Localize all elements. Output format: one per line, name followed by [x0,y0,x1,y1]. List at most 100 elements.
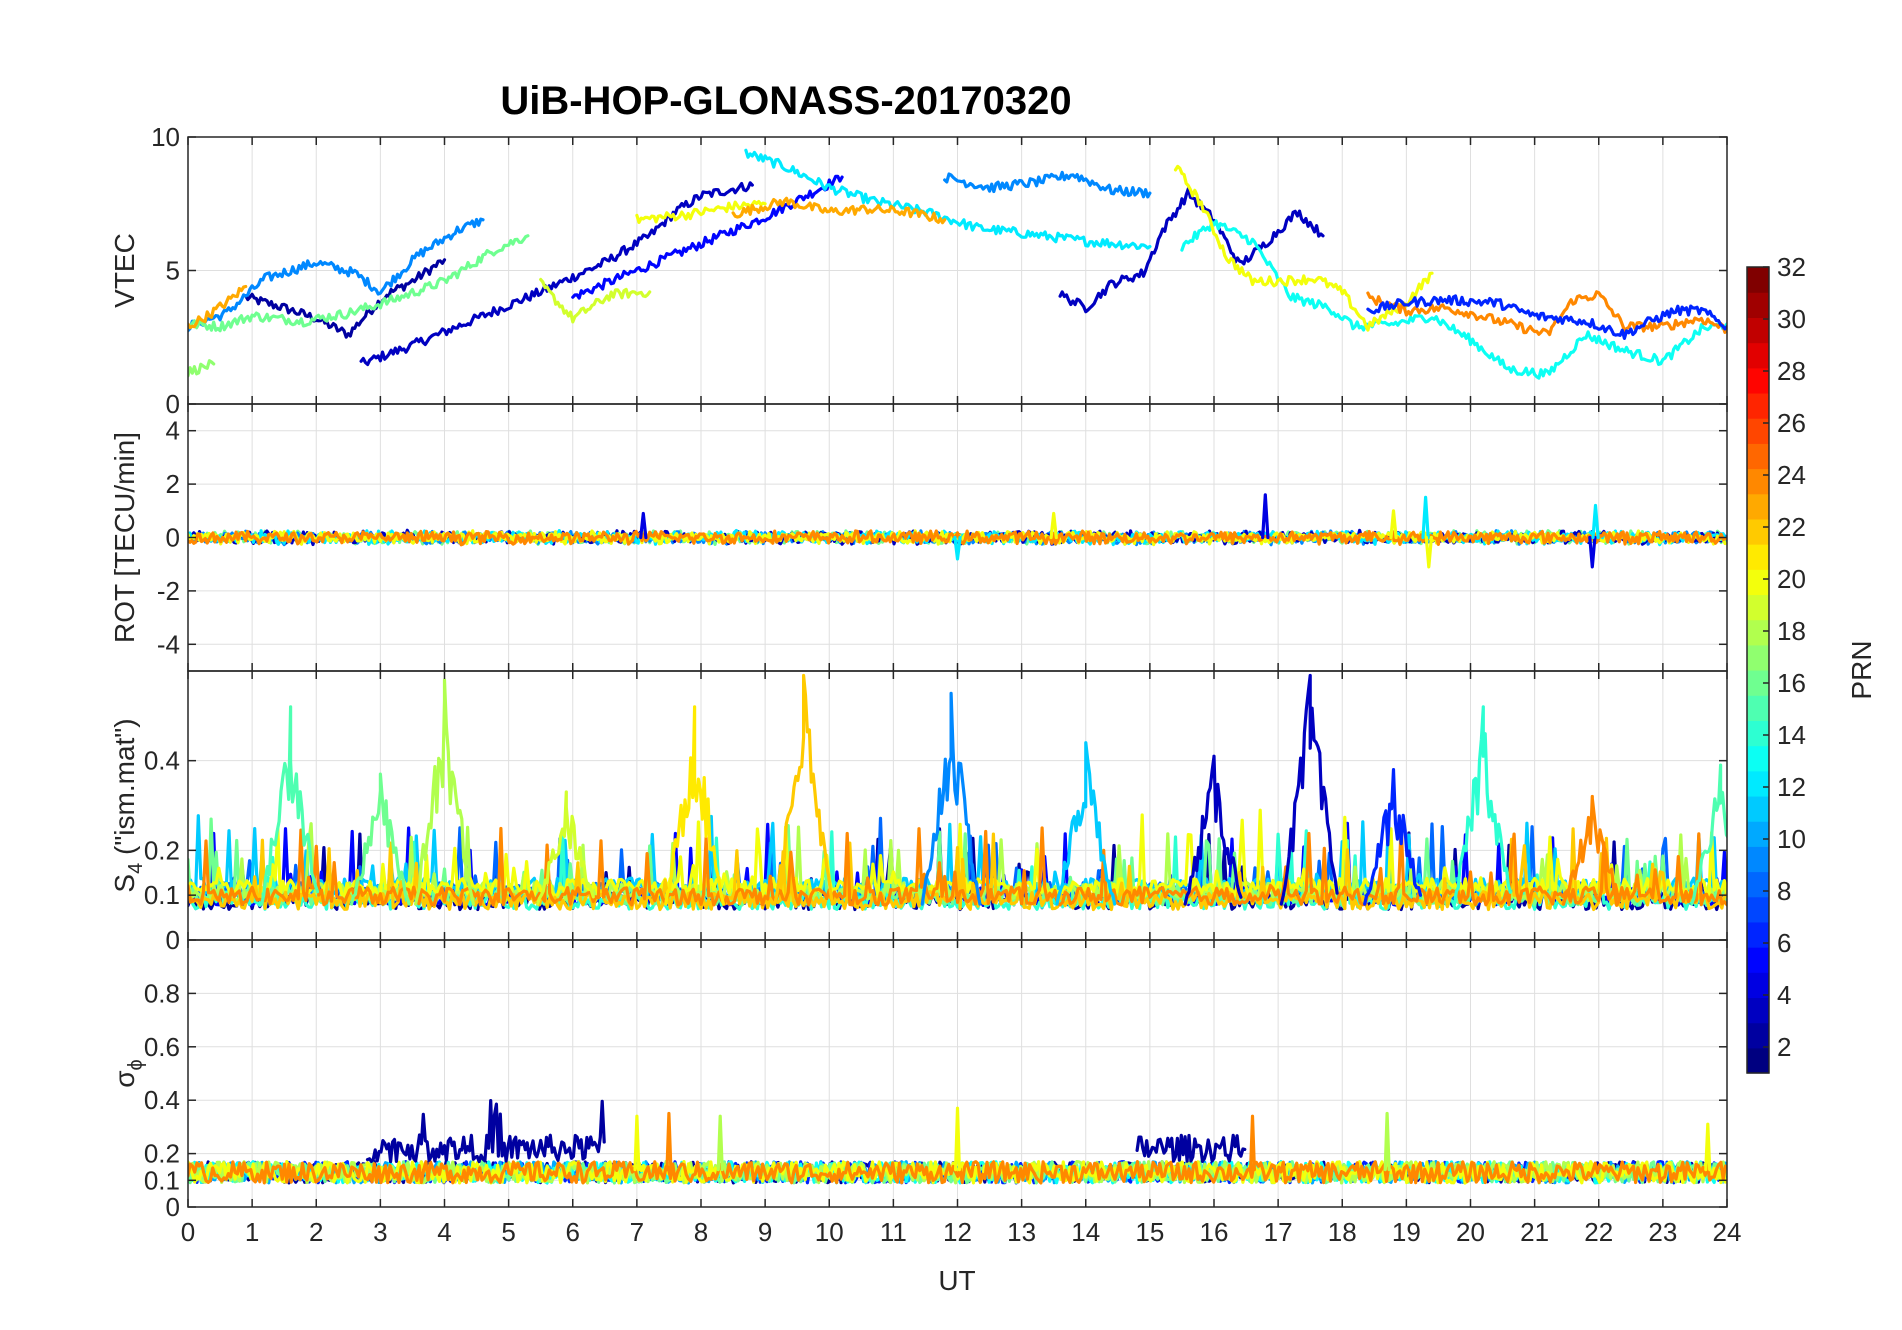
colorbar-band [1747,468,1769,495]
colorbar-band [1747,443,1769,470]
colorbar-tick-label: 20 [1777,564,1806,594]
y-tick-label: 5 [166,256,180,286]
vtec-series-prn-3 [1058,187,1325,314]
y-tick-label: 10 [151,122,180,152]
colorbar-band [1747,846,1769,873]
colorbar-band [1747,720,1769,747]
colorbar-band [1747,695,1769,721]
rot-series-prn-24 [188,529,1727,547]
s4-peak-prn-19 [535,790,595,906]
x-tick-label: 7 [630,1217,644,1247]
s4-peak-prn-15 [1690,763,1727,906]
colorbar-band [1747,896,1769,923]
x-tick-label: 3 [373,1217,387,1247]
colorbar-band [1747,972,1769,999]
s4-peak-prn-22 [773,673,835,906]
panel-sigma_phi: 00.10.2 0.4 0.6 0.8 σϕ [109,939,1728,1222]
x-tick-label: 17 [1264,1217,1293,1247]
y-axis-label-sigma_phi: σϕ [109,1059,147,1087]
colorbar-band [1747,292,1769,318]
x-tick-label: 1 [245,1217,259,1247]
sigma-spike [1704,1122,1712,1172]
colorbar-tick-label: 12 [1777,772,1806,802]
colorbar-band [1747,267,1769,293]
series-group-sigma_phi [188,1099,1727,1185]
colorbar-tick-label: 10 [1777,824,1806,854]
y-tick-label: 0.8 [144,978,180,1008]
colorbar-tick-label: 26 [1777,408,1806,438]
y-tick-label: 0.4 [144,746,180,776]
colorbar-tick-label: 24 [1777,460,1806,490]
colorbar-tick-label: 14 [1777,720,1806,750]
rot-spike [953,535,962,561]
vtec-series-prn-17 [188,359,216,378]
vtec-series-prn-9 [188,217,485,333]
s4-peak-prn-15 [260,705,320,906]
x-tick-label: 14 [1071,1217,1100,1247]
x-tick-label: 11 [880,1217,907,1247]
vtec-series-prn-16 [188,234,530,333]
colorbar-band [1747,569,1769,596]
y-tick-label: 0.6 [144,1032,180,1062]
x-tick-labels: 0 1 2 3 4 5 6 7 8 9 10 11 12 13 14 15 16 17 18 19 20 21 22 23 24 [181,1217,1742,1247]
rot-spike [1049,511,1058,540]
y-tick-label: 0.2 [144,1139,180,1169]
colorbar-band [1747,544,1769,570]
vtec-series-prn-23 [731,196,947,225]
y-tick-label: 0 [166,1192,180,1222]
y-tick-label: 0 [166,389,180,419]
sigma-burst-prn-2 [365,1099,606,1164]
x-tick-label: 10 [815,1217,844,1247]
colorbar-tick-label: 8 [1777,876,1791,906]
series-group-rot [188,493,1727,569]
x-axis-label: UT [938,1265,975,1296]
panel-vtec: 0 5 10 VTEC [109,122,1728,419]
vtec-series-prn-9 [943,170,1152,199]
rot-spike [1424,535,1433,569]
colorbar-band [1747,1047,1769,1074]
colorbar-band [1747,871,1769,898]
y-tick-label: 0.1 [144,1165,180,1195]
s4-peak-prn-6 [1363,768,1423,906]
rot-spike [1591,503,1600,540]
s4-peak-prn-14 [1452,705,1512,906]
vtec-series-prn-23 [188,284,248,330]
colorbar-tick-label: 30 [1777,304,1806,334]
x-tick-label: 9 [758,1217,772,1247]
y-tick-label: 0.1 [144,880,180,910]
colorbar-band [1747,745,1769,772]
sigma-spike [1249,1114,1256,1172]
vtec-series-prn-13 [1180,219,1727,380]
series-group-vtec [188,148,1727,380]
x-tick-label: 20 [1456,1217,1485,1247]
colorbar-band [1747,1022,1769,1049]
colorbar-tick-label: 2 [1777,1032,1791,1062]
s4-peak-prn-16 [349,772,411,906]
vtec-series-prn-12 [744,148,1152,251]
rot-spike [1588,535,1597,569]
colorbar-band [1747,493,1769,520]
colorbar-band [1747,518,1769,545]
x-tick-label: 24 [1713,1217,1742,1247]
vtec-series-prn-19 [539,277,652,324]
colorbar-tick-label: 18 [1777,616,1806,646]
s4-peak-prn-3 [1183,754,1243,906]
vtec-series-prn-2 [244,258,447,339]
colorbar-band [1747,317,1769,344]
sigma-burst-prn-2 [1135,1133,1247,1163]
rot-spike [1261,493,1270,540]
panel-rot: -4 -2 0 2 4 ROT [TECU/min] [109,403,1728,672]
colorbar-frame [1746,266,1770,1074]
s4-peak-prn-18 [414,678,475,906]
colorbar-band [1747,921,1769,948]
vtec-series-prn-20 [635,200,767,224]
vtec-series-prn-6 [1366,294,1727,340]
x-tick-label: 15 [1135,1217,1164,1247]
colorbar-band [1747,594,1769,621]
sigma-spike [633,1114,641,1172]
y-tick-label: -4 [157,629,180,659]
